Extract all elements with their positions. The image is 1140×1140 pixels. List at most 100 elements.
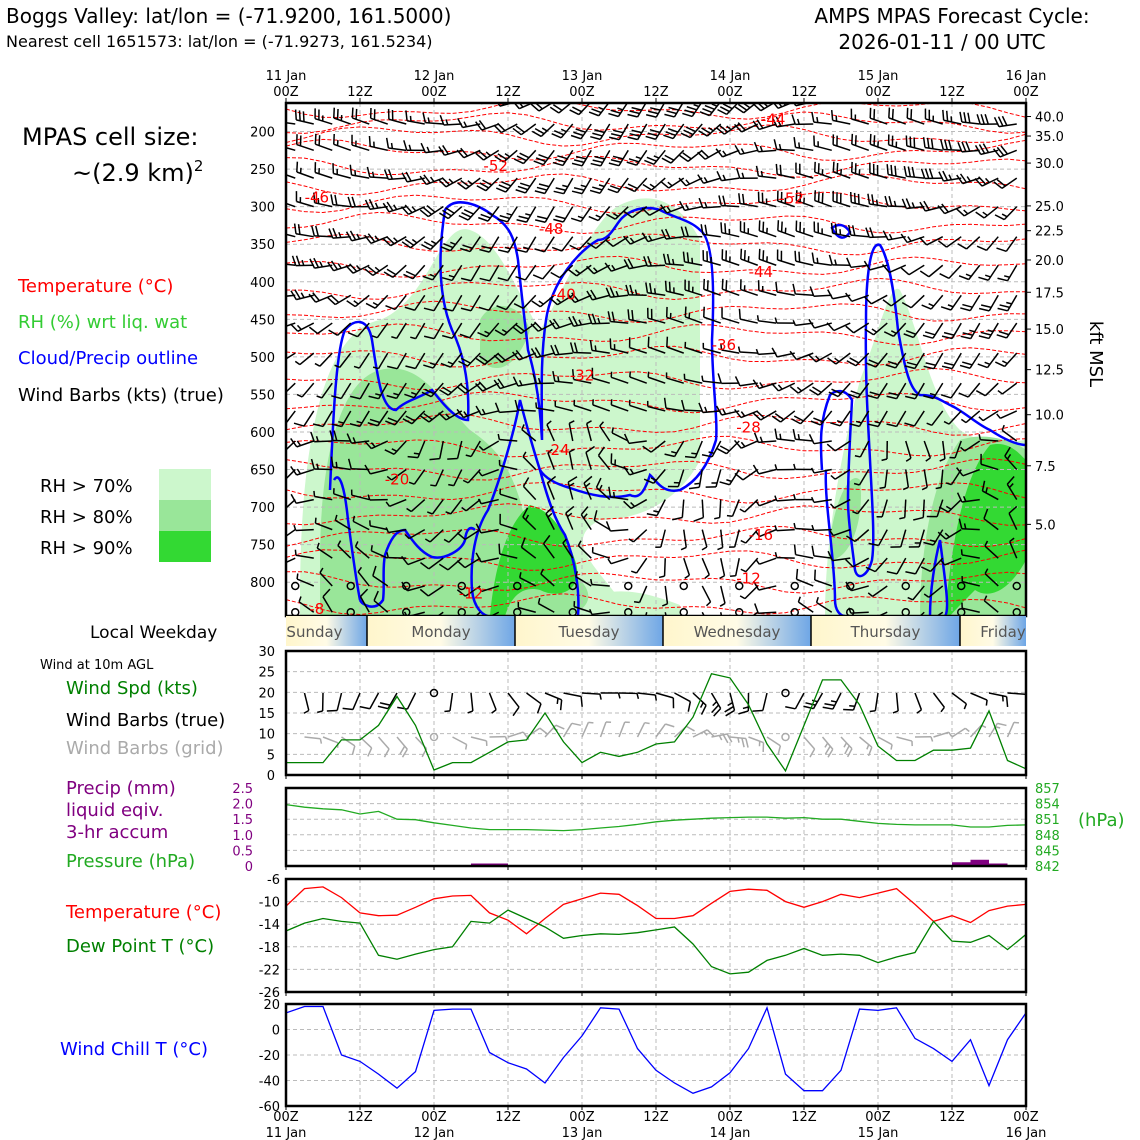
sfc-wind-barb-true-flag	[699, 702, 704, 708]
sfc-wind-barb-grid-flag	[319, 738, 323, 744]
upper-wind-barb-flag	[493, 379, 501, 390]
upper-wind-barb-flag	[771, 117, 778, 128]
upper-wind-barb	[908, 264, 925, 276]
upper-wind-barb-flag	[386, 552, 389, 558]
upper-wind-barb-flag	[810, 496, 815, 503]
upper-wind-barb-flag	[773, 139, 778, 150]
upper-wind-barb-flag	[423, 207, 433, 215]
legend-dewpoint: Dew Point T (°C)	[66, 936, 214, 957]
upper-wind-barb-flag	[849, 423, 860, 428]
upper-wind-barb	[370, 117, 388, 125]
upper-wind-barb-flag	[645, 135, 656, 140]
upper-wind-barb	[741, 123, 759, 133]
upper-wind-barb	[778, 382, 796, 392]
upper-wind-barb	[907, 95, 924, 101]
upper-wind-barb	[967, 382, 981, 398]
upper-wind-barb-flag	[997, 307, 1008, 312]
upper-wind-barb-flag	[552, 104, 563, 112]
upper-wind-barb	[740, 440, 759, 449]
upper-wind-barb-flag	[827, 357, 837, 365]
upper-wind-barb-flag	[421, 243, 431, 251]
upper-wind-barb-flag	[705, 601, 712, 607]
sfc-wind-barb-true	[1007, 692, 1026, 695]
upper-wind-barb-flag	[617, 107, 623, 111]
upper-wind-barb	[580, 123, 592, 140]
upper-wind-barb-flag	[975, 211, 985, 219]
pressure-tick: 854	[1035, 798, 1060, 813]
upper-wind-barb	[685, 177, 703, 187]
upper-wind-barb	[388, 118, 407, 125]
upper-wind-barb	[813, 294, 832, 297]
upper-wind-barb-flag	[686, 252, 690, 263]
upper-wind-barb-flag	[854, 135, 857, 146]
bottom-tick-date: 16 Jan	[1006, 1126, 1047, 1140]
legend-precip-1: Precip (mm)	[66, 778, 176, 799]
upper-wind-barb-flag	[845, 325, 855, 334]
upper-wind-barb-flag	[965, 141, 971, 152]
sfc-wind-barb-true	[914, 692, 923, 711]
upper-wind-barb-flag	[516, 155, 527, 162]
pressure-tick: 842	[1035, 860, 1060, 875]
upper-wind-barb-flag	[363, 234, 372, 244]
upper-wind-barb-flag	[647, 336, 650, 348]
upper-wind-barb	[407, 557, 426, 566]
upper-wind-barb-flag	[960, 549, 963, 556]
upper-wind-barb	[463, 410, 481, 419]
upper-wind-barb	[876, 382, 888, 399]
pressure-line-group	[286, 803, 1026, 832]
upper-wind-barb	[482, 382, 500, 392]
upper-wind-barb-flag	[291, 255, 297, 266]
upper-wind-barb	[758, 382, 777, 390]
upper-wind-barb-flag	[588, 215, 599, 222]
upper-wind-barb-flag	[836, 162, 839, 174]
rh-legend-70: RH > 70%	[40, 476, 133, 497]
upper-wind-barb	[870, 143, 888, 152]
upper-wind-barb-flag	[685, 85, 695, 87]
upper-wind-barb-flag	[830, 422, 841, 427]
legend-wind-chill: Wind Chill T (°C)	[60, 1039, 208, 1060]
sfc-wind-barb-true-flag	[811, 699, 818, 703]
upper-wind-barb-flag	[945, 505, 952, 510]
sfc-wind-barb-grid-flag	[1013, 721, 1020, 724]
upper-wind-barb	[651, 177, 666, 191]
upper-wind-barb-flag	[439, 389, 449, 396]
upper-wind-barb-flag	[555, 215, 566, 220]
upper-wind-barb	[951, 322, 962, 339]
upper-wind-barb-flag	[298, 596, 302, 603]
upper-wind-barb	[286, 382, 296, 394]
sfc-wind-barb-grid-flag	[571, 722, 582, 727]
upper-wind-barb	[286, 469, 296, 480]
upper-wind-barb-flag	[699, 111, 710, 117]
upper-wind-barb	[814, 579, 832, 587]
upper-wind-barb-flag	[404, 306, 415, 311]
upper-wind-barb-flag	[294, 549, 297, 556]
upper-wind-barb-flag	[757, 79, 766, 84]
sfc-wind-barb-true-flag	[512, 706, 520, 717]
upper-wind-barb-flag	[715, 405, 723, 416]
upper-wind-barb	[969, 294, 981, 311]
upper-wind-barb-flag	[562, 184, 568, 188]
upper-wind-barb	[370, 235, 389, 244]
upper-wind-barb-flag	[590, 289, 597, 300]
upper-wind-barb	[983, 518, 999, 531]
upper-wind-barb-flag	[316, 463, 319, 470]
upper-wind-barb	[961, 121, 980, 125]
upper-wind-barb	[969, 352, 981, 369]
upper-wind-barb	[1008, 513, 1018, 530]
bottom-tick-hour: 00Z	[273, 1110, 299, 1125]
upper-wind-barb-flag	[442, 307, 453, 312]
upper-wind-barb-flag	[387, 365, 398, 370]
upper-wind-barb-flag	[984, 361, 991, 366]
wind-speed-tick: 10	[258, 728, 275, 743]
upper-wind-barb	[406, 120, 425, 125]
upper-wind-barb-flag	[960, 418, 967, 424]
weekday-label: Friday	[980, 623, 1026, 641]
upper-wind-barb-flag	[998, 61, 999, 71]
upper-wind-barb-flag	[809, 286, 815, 297]
upper-wind-barb	[740, 230, 758, 238]
upper-wind-barb	[742, 468, 759, 481]
upper-wind-barb-flag	[568, 316, 575, 327]
upper-wind-barb	[426, 177, 444, 186]
upper-wind-barb	[595, 236, 611, 249]
upper-wind-barb-flag	[900, 233, 908, 243]
